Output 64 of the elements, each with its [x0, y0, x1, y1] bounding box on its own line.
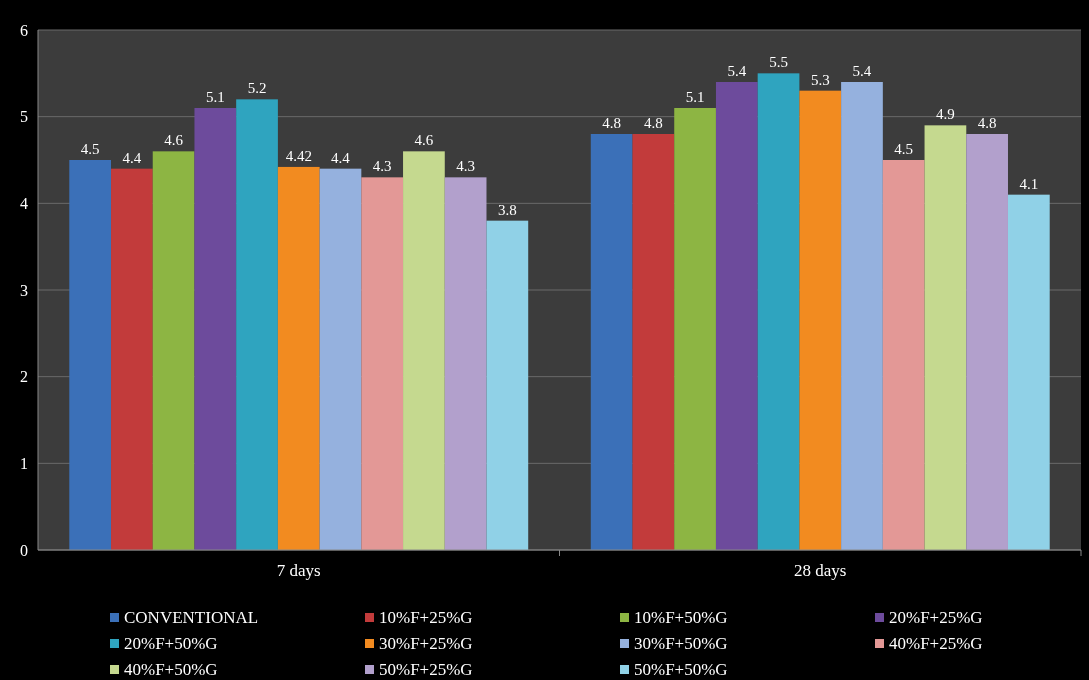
bar — [486, 220, 529, 550]
y-tick-label: 3 — [20, 281, 28, 299]
data-label: 4.8 — [602, 115, 622, 131]
bar — [69, 160, 112, 550]
data-label: 4.4 — [122, 149, 142, 166]
x-tick-label: 7 days — [276, 561, 321, 580]
data-label: 4.5 — [894, 141, 914, 157]
data-label: 4.8 — [977, 115, 997, 131]
data-label: 5.3 — [810, 71, 830, 88]
data-label: 4.8 — [643, 115, 663, 131]
bar — [319, 168, 362, 550]
legend-label: 20%F+50%G — [124, 634, 218, 653]
data-label: 4.6 — [164, 132, 184, 149]
data-label: 5.4 — [727, 63, 747, 79]
legend-label: 30%F+50%G — [634, 634, 728, 653]
y-tick-label: 1 — [20, 454, 28, 472]
legend-label: 50%F+50%G — [634, 660, 728, 679]
data-label: 4.3 — [372, 158, 392, 175]
legend-label: 40%F+50%G — [124, 660, 218, 679]
bar — [882, 160, 925, 550]
legend-label: 10%F+25%G — [379, 608, 473, 627]
data-label: 4.5 — [80, 141, 100, 157]
bar — [632, 134, 675, 550]
y-tick-label: 4 — [20, 194, 28, 212]
bar — [966, 134, 1008, 550]
data-label: 5.1 — [685, 89, 705, 105]
y-tick-label: 2 — [20, 368, 28, 386]
bar — [194, 108, 237, 550]
y-tick-label: 5 — [20, 108, 28, 126]
legend-label: 40%F+25%G — [889, 634, 983, 653]
data-label: 4.42 — [285, 147, 312, 164]
data-label: 3.8 — [497, 201, 517, 218]
bar — [799, 90, 842, 550]
bar — [841, 82, 883, 550]
legend-label: 50%F+25%G — [379, 660, 473, 679]
data-label: 5.5 — [769, 54, 788, 71]
legend-label: 10%F+50%G — [634, 608, 728, 627]
bar — [1007, 194, 1050, 550]
data-label: 4.9 — [936, 106, 955, 123]
data-label: 4.3 — [456, 158, 476, 175]
data-label: 5.1 — [205, 89, 225, 105]
bar — [590, 134, 633, 550]
data-label: 5.4 — [852, 63, 872, 79]
y-tick-label: 6 — [20, 21, 28, 39]
bar — [403, 151, 445, 550]
legend-label: CONVENTIONAL — [124, 608, 259, 627]
data-label: 4.1 — [1019, 175, 1039, 192]
data-label: 4.6 — [414, 132, 434, 149]
bar — [277, 166, 320, 550]
bar — [924, 125, 967, 550]
bar — [444, 177, 487, 550]
bar — [236, 99, 278, 550]
legend-label: 20%F+25%G — [889, 608, 983, 627]
x-tick-label: 28 days — [794, 561, 847, 580]
bar — [674, 108, 716, 550]
bar — [715, 82, 758, 550]
bar — [757, 73, 800, 550]
bar — [152, 151, 195, 550]
data-label: 4.4 — [331, 149, 351, 166]
legend-label: 30%F+25%G — [379, 634, 473, 653]
data-label: 5.2 — [247, 80, 267, 97]
bar — [361, 177, 404, 550]
y-tick-label: 0 — [20, 541, 28, 559]
bar — [111, 168, 153, 550]
